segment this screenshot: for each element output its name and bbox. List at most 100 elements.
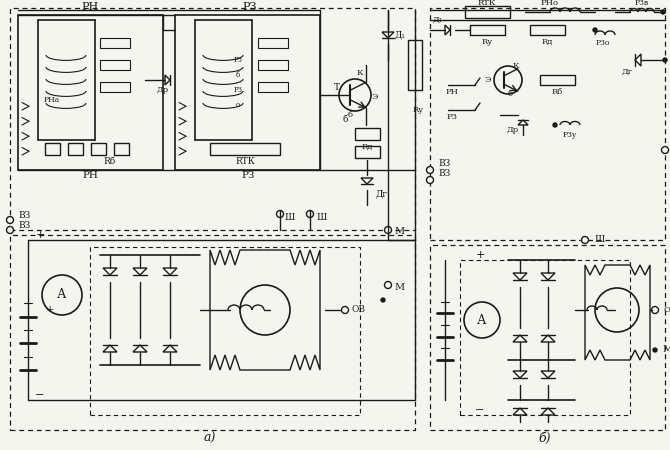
Text: +: + — [46, 306, 54, 315]
Circle shape — [7, 216, 13, 224]
Text: А: А — [57, 288, 67, 302]
Bar — [18, 15, 163, 170]
Bar — [100, 82, 130, 92]
Text: РЗо: РЗо — [596, 39, 610, 47]
Text: РН: РН — [82, 171, 98, 180]
Text: К: К — [513, 62, 519, 70]
Bar — [355, 146, 380, 158]
Text: Дг: Дг — [376, 189, 388, 198]
Circle shape — [593, 28, 597, 32]
Text: ВЗ: ВЗ — [439, 170, 451, 179]
Text: Э: Э — [372, 93, 379, 101]
Bar — [90, 247, 360, 415]
Circle shape — [661, 10, 665, 14]
Text: М: М — [395, 228, 405, 237]
Circle shape — [582, 237, 588, 243]
Circle shape — [277, 211, 283, 217]
Text: +: + — [36, 230, 45, 240]
Text: РН: РН — [446, 88, 458, 96]
Text: −: − — [475, 405, 484, 415]
Text: ВЗ: ВЗ — [439, 159, 451, 168]
Circle shape — [427, 176, 433, 184]
Text: Rу: Rу — [413, 106, 423, 114]
Text: ВЗ: ВЗ — [19, 211, 31, 220]
Circle shape — [653, 348, 657, 352]
Text: Э: Э — [485, 76, 491, 84]
Circle shape — [661, 147, 669, 153]
Text: Д₁: Д₁ — [395, 31, 405, 40]
Text: б: б — [342, 116, 348, 125]
Text: А: А — [477, 314, 486, 327]
Bar — [100, 60, 130, 70]
Bar — [430, 8, 665, 240]
Bar — [100, 38, 130, 48]
Text: б: б — [507, 90, 513, 98]
Text: а): а) — [204, 432, 216, 445]
Text: +: + — [475, 250, 484, 260]
Text: ОВ: ОВ — [663, 306, 670, 314]
Bar — [91, 143, 106, 155]
Text: −: − — [36, 390, 45, 400]
Text: РЗ: РЗ — [234, 86, 243, 94]
Circle shape — [553, 123, 557, 127]
Text: Rу: Rу — [482, 38, 492, 46]
Text: РЗ: РЗ — [447, 113, 458, 121]
Text: о: о — [236, 101, 240, 109]
Text: Rд: Rд — [541, 38, 553, 46]
Bar — [258, 38, 288, 48]
Text: К: К — [356, 69, 363, 77]
Circle shape — [663, 58, 667, 62]
Bar — [114, 143, 129, 155]
Text: RТК: RТК — [478, 0, 496, 7]
Text: Rб: Rб — [104, 158, 116, 166]
Text: ВЗ: ВЗ — [19, 220, 31, 230]
Text: б): б) — [539, 432, 551, 445]
Circle shape — [385, 226, 391, 234]
Bar — [68, 143, 83, 155]
Bar — [540, 75, 575, 85]
Circle shape — [464, 302, 500, 338]
Circle shape — [306, 211, 314, 217]
Text: М: М — [395, 284, 405, 292]
Bar — [10, 8, 415, 230]
Text: Т: Т — [334, 82, 340, 91]
Text: Др: Др — [157, 86, 169, 94]
Circle shape — [42, 275, 82, 315]
Text: б: б — [348, 111, 352, 119]
Text: РНа: РНа — [44, 96, 60, 104]
Text: Rб: Rб — [551, 88, 563, 96]
Bar — [258, 82, 288, 92]
Text: РЗу: РЗу — [563, 131, 577, 139]
Bar — [460, 260, 630, 415]
Bar — [355, 128, 380, 140]
Text: РН: РН — [81, 2, 98, 12]
Text: б: б — [236, 71, 240, 79]
Text: М: М — [663, 346, 670, 355]
Text: Др: Др — [507, 126, 519, 134]
Bar — [530, 25, 565, 35]
Text: РЗв: РЗв — [635, 0, 649, 7]
Text: Ш: Ш — [595, 235, 605, 244]
Bar — [175, 15, 320, 170]
Circle shape — [385, 282, 391, 288]
Bar — [258, 60, 288, 70]
Text: RТК: RТК — [235, 158, 255, 166]
Text: Ш: Ш — [285, 212, 295, 221]
Text: РЗ: РЗ — [241, 171, 255, 180]
Circle shape — [651, 306, 659, 314]
Circle shape — [342, 306, 348, 314]
Text: ОВ: ОВ — [351, 306, 365, 315]
Bar — [430, 245, 665, 430]
Circle shape — [427, 166, 433, 174]
Bar — [465, 6, 510, 18]
Bar — [470, 25, 505, 35]
Text: РЗ: РЗ — [234, 56, 243, 64]
Text: РНо: РНо — [541, 0, 559, 7]
Bar — [45, 143, 60, 155]
Text: РЗ: РЗ — [243, 2, 257, 12]
Bar — [408, 40, 422, 90]
Bar — [210, 143, 280, 155]
Text: Ш: Ш — [317, 212, 327, 221]
Text: Дг: Дг — [622, 68, 632, 76]
Text: Д₁: Д₁ — [433, 16, 443, 24]
